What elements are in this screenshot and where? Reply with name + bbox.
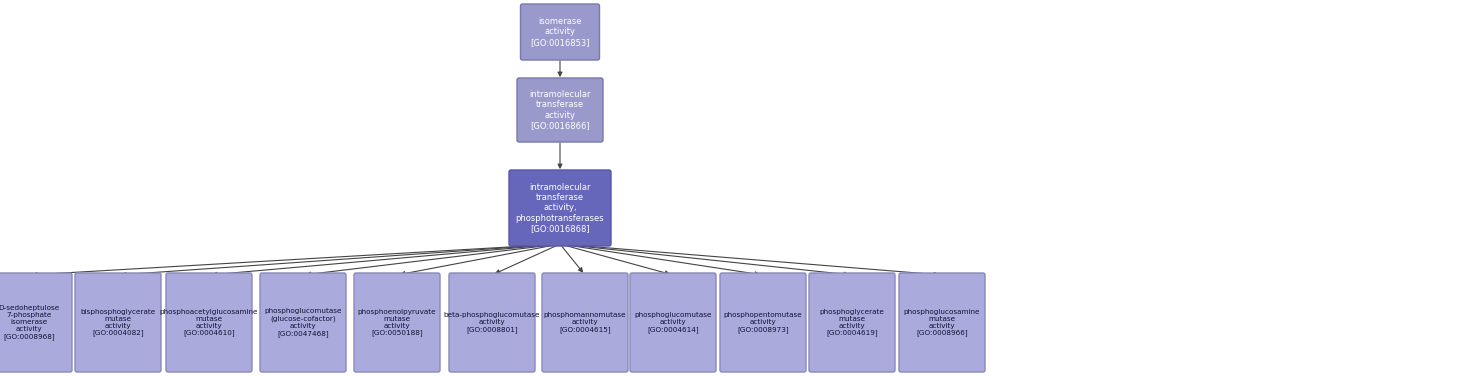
Text: beta-phosphoglucomutase
activity
[GO:0008801]: beta-phosphoglucomutase activity [GO:000… (444, 312, 541, 333)
FancyBboxPatch shape (166, 273, 252, 372)
FancyBboxPatch shape (76, 273, 161, 372)
Text: phosphoglucomutase
activity
[GO:0004614]: phosphoglucomutase activity [GO:0004614] (634, 312, 712, 333)
FancyBboxPatch shape (899, 273, 985, 372)
Text: phosphoglycerate
mutase
activity
[GO:0004619]: phosphoglycerate mutase activity [GO:000… (819, 309, 884, 336)
FancyBboxPatch shape (720, 273, 806, 372)
Text: phosphoglucomutase
(glucose-cofactor)
activity
[GO:0047468]: phosphoglucomutase (glucose-cofactor) ac… (264, 308, 342, 337)
Text: phosphoacetylglucosamine
mutase
activity
[GO:0004610]: phosphoacetylglucosamine mutase activity… (160, 309, 258, 336)
FancyBboxPatch shape (517, 78, 603, 142)
FancyBboxPatch shape (520, 4, 600, 60)
Text: isomerase
activity
[GO:0016853]: isomerase activity [GO:0016853] (530, 17, 589, 47)
FancyBboxPatch shape (629, 273, 715, 372)
FancyBboxPatch shape (542, 273, 628, 372)
Text: phosphomannomutase
activity
[GO:0004615]: phosphomannomutase activity [GO:0004615] (544, 312, 626, 333)
Text: D-sedoheptulose
7-phosphate
isomerase
activity
[GO:0008968]: D-sedoheptulose 7-phosphate isomerase ac… (0, 305, 59, 340)
FancyBboxPatch shape (354, 273, 440, 372)
Text: intramolecular
transferase
activity,
phosphotransferases
[GO:0016868]: intramolecular transferase activity, pho… (515, 183, 604, 233)
FancyBboxPatch shape (261, 273, 347, 372)
Text: phosphopentomutase
activity
[GO:0008973]: phosphopentomutase activity [GO:0008973] (724, 312, 803, 333)
FancyBboxPatch shape (0, 273, 73, 372)
FancyBboxPatch shape (809, 273, 895, 372)
FancyBboxPatch shape (509, 170, 612, 246)
Text: bisphosphoglycerate
mutase
activity
[GO:0004082]: bisphosphoglycerate mutase activity [GO:… (80, 309, 156, 336)
Text: phosphoenolpyruvate
mutase
activity
[GO:0050188]: phosphoenolpyruvate mutase activity [GO:… (358, 309, 437, 336)
Text: intramolecular
transferase
activity
[GO:0016866]: intramolecular transferase activity [GO:… (529, 90, 591, 130)
FancyBboxPatch shape (449, 273, 535, 372)
Text: phosphoglucosamine
mutase
activity
[GO:0008966]: phosphoglucosamine mutase activity [GO:0… (903, 309, 980, 336)
